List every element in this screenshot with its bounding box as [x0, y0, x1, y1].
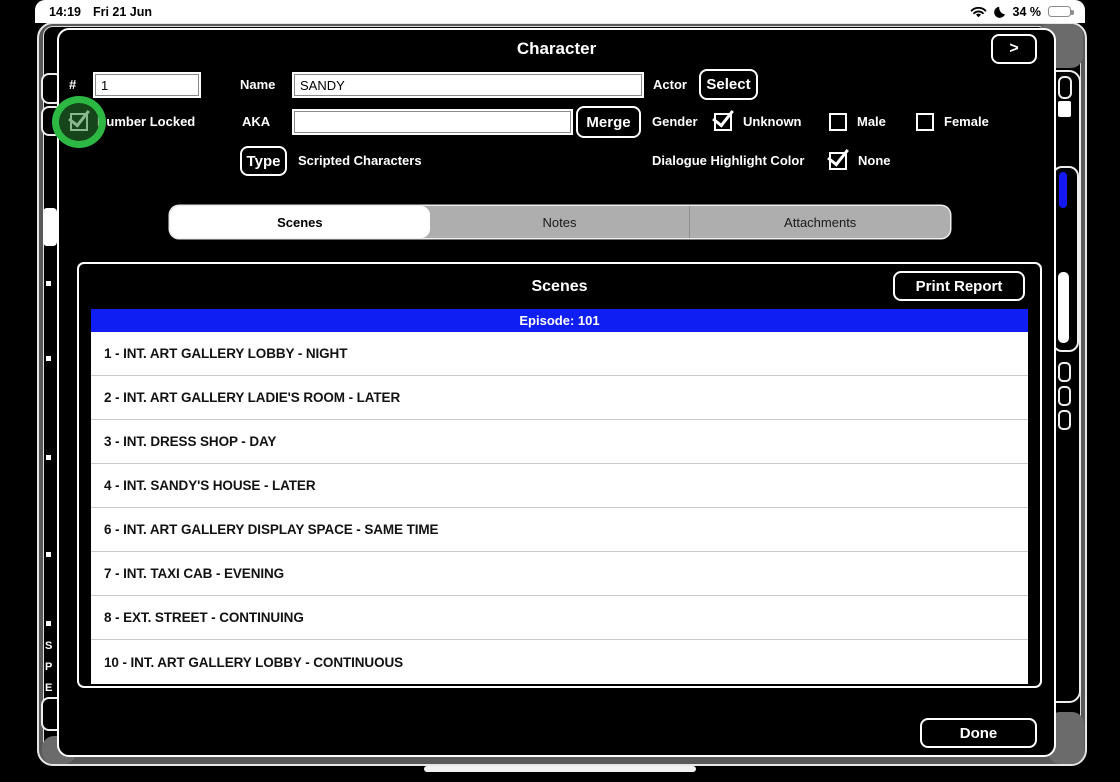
background-right-button [1058, 386, 1071, 406]
scene-row[interactable]: 4 - INT. SANDY'S HOUSE - LATER [91, 464, 1028, 508]
gender-female-label: Female [944, 114, 989, 129]
aka-label: AKA [242, 114, 271, 129]
done-button[interactable]: Done [920, 718, 1037, 748]
scenes-panel-header: Scenes Print Report [79, 264, 1040, 309]
print-report-button[interactable]: Print Report [893, 271, 1025, 301]
number-locked-label: Number Locked [97, 114, 196, 129]
scenes-panel: Scenes Print Report Episode: 101 1 - INT… [77, 262, 1042, 688]
name-label: Name [240, 77, 276, 92]
background-row-mark [46, 621, 51, 626]
home-indicator[interactable] [424, 766, 696, 772]
scene-row[interactable]: 6 - INT. ART GALLERY DISPLAY SPACE - SAM… [91, 508, 1028, 552]
type-button[interactable]: Type [240, 146, 287, 176]
background-letter-e: E [45, 682, 53, 694]
gender-male-checkbox[interactable] [829, 113, 847, 131]
scene-row[interactable]: 1 - INT. ART GALLERY LOBBY - NIGHT [91, 332, 1028, 376]
dialogue-highlight-none-checkbox[interactable] [829, 152, 847, 170]
character-dialog: Character > # Name Actor Select Number L… [52, 28, 1056, 757]
wifi-icon [970, 6, 987, 18]
episode-header: Episode: 101 [91, 309, 1028, 332]
background-right-button [1058, 410, 1071, 430]
tab-bar: Scenes Notes Attachments [170, 206, 950, 238]
background-left-panel-fragment [43, 208, 57, 246]
background-right-button [1058, 362, 1071, 382]
dialog-title: Character [516, 39, 597, 58]
next-character-button[interactable]: > [991, 34, 1037, 64]
background-right-scrollbar [1058, 272, 1069, 343]
number-locked-checkbox[interactable] [70, 113, 88, 131]
background-blue-indicator [1059, 172, 1067, 208]
background-letter-s: S [45, 640, 53, 652]
battery-icon [1048, 5, 1074, 18]
gender-unknown-label: Unknown [743, 114, 802, 129]
number-label: # [69, 77, 77, 92]
background-row-mark [46, 552, 51, 557]
scenes-panel-title: Scenes [531, 277, 588, 295]
actor-label: Actor [653, 77, 687, 92]
scene-list: 1 - INT. ART GALLERY LOBBY - NIGHT 2 - I… [91, 332, 1028, 684]
scene-row[interactable]: 3 - INT. DRESS SHOP - DAY [91, 420, 1028, 464]
scene-row[interactable]: 7 - INT. TAXI CAB - EVENING [91, 552, 1028, 596]
dialogue-highlight-label: Dialogue Highlight Color [652, 153, 805, 168]
background-row-mark [46, 281, 51, 286]
gender-female-checkbox[interactable] [916, 113, 934, 131]
status-bar: 14:19 Fri 21 Jun 34 % [35, 0, 1085, 23]
gender-male-label: Male [857, 114, 886, 129]
background-letter-p: P [45, 661, 53, 673]
select-actor-button[interactable]: Select [699, 69, 758, 100]
background-row-mark [46, 356, 51, 361]
scene-row[interactable]: 8 - EXT. STREET - CONTINUING [91, 596, 1028, 640]
tab-attachments[interactable]: Attachments [689, 206, 950, 238]
status-time: 14:19 [49, 4, 81, 19]
scene-row[interactable]: 10 - INT. ART GALLERY LOBBY - CONTINUOUS [91, 640, 1028, 684]
tab-notes[interactable]: Notes [542, 214, 577, 230]
battery-percent-label: 34 % [1012, 4, 1042, 19]
background-right-button [1058, 76, 1072, 99]
background-row-mark [46, 455, 51, 460]
scene-row[interactable]: 2 - INT. ART GALLERY LADIE'S ROOM - LATE… [91, 376, 1028, 420]
number-input[interactable] [95, 74, 199, 96]
moon-icon [993, 6, 1006, 18]
tab-scenes[interactable]: Scenes [170, 206, 430, 238]
type-value-label: Scripted Characters [298, 153, 422, 168]
gender-unknown-checkbox[interactable] [714, 113, 732, 131]
background-right-fragment [1058, 101, 1071, 117]
aka-input[interactable] [294, 111, 571, 133]
dialogue-highlight-none-label: None [858, 153, 891, 168]
merge-button[interactable]: Merge [576, 106, 641, 138]
status-date: Fri 21 Jun [92, 4, 153, 19]
name-input[interactable] [294, 74, 642, 96]
gender-label: Gender [652, 114, 698, 129]
